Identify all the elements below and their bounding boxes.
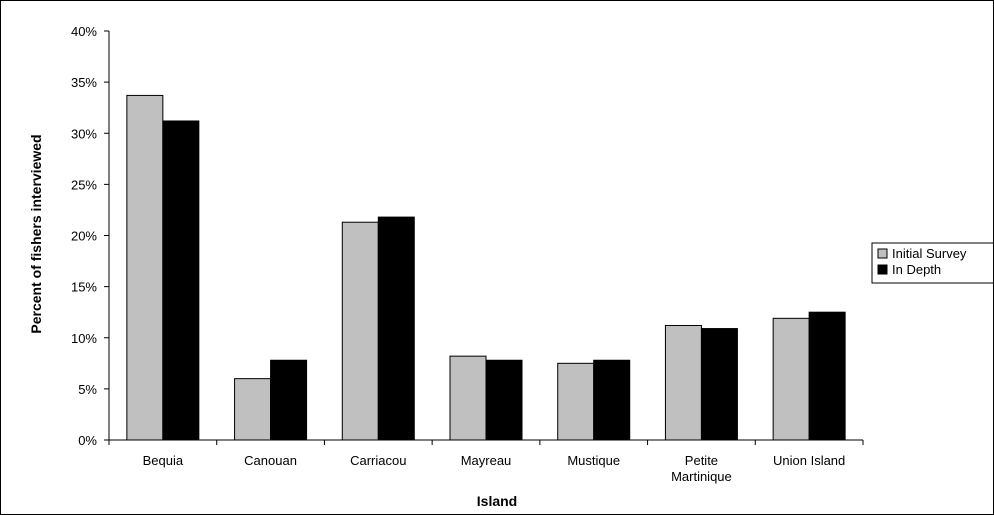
y-tick-label: 40% <box>71 24 97 39</box>
bar-initial-survey <box>234 378 272 441</box>
bar-in-depth <box>162 120 200 441</box>
x-tick-label: Martinique <box>671 469 732 484</box>
bar-in-depth <box>485 359 523 441</box>
bar-in-depth <box>593 359 631 441</box>
y-tick-label: 20% <box>71 229 97 244</box>
y-tick-label: 35% <box>71 75 97 90</box>
x-tick-label: Mayreau <box>461 453 512 468</box>
x-tick-label: Bequia <box>143 453 184 468</box>
x-axis-title: Island <box>477 493 517 509</box>
bar-initial-survey <box>449 355 487 441</box>
bars <box>126 94 846 441</box>
x-tick-label: Canouan <box>244 453 297 468</box>
x-tick-label: Mustique <box>567 453 620 468</box>
y-tick-label: 0% <box>78 433 97 448</box>
y-tick-label: 10% <box>71 331 97 346</box>
legend-box <box>871 242 993 284</box>
legend-swatch <box>877 248 888 259</box>
legend-swatch <box>877 264 888 275</box>
bar-initial-survey <box>126 94 164 441</box>
bar-in-depth <box>700 328 738 441</box>
y-tick-label: 15% <box>71 280 97 295</box>
bar-initial-survey <box>772 317 810 441</box>
bar-initial-survey <box>664 324 702 441</box>
legend-label: In Depth <box>892 262 941 277</box>
bar-in-depth <box>270 359 308 441</box>
bar-initial-survey <box>341 221 379 441</box>
x-tick-label: Union Island <box>773 453 845 468</box>
bar-in-depth <box>808 311 846 441</box>
x-tick-label: Carriacou <box>350 453 406 468</box>
bar-in-depth <box>377 216 415 441</box>
y-tick-label: 30% <box>71 126 97 141</box>
y-tick-label: 5% <box>78 382 97 397</box>
legend-label: Initial Survey <box>892 246 967 261</box>
x-tick-label: Petite <box>685 453 718 468</box>
y-axis-title: Percent of fishers interviewed <box>28 134 44 333</box>
y-tick-label: 25% <box>71 177 97 192</box>
bar-initial-survey <box>557 362 595 441</box>
axes: 0% 5% 10% 15% 20% 25% 30% 35% 40% Bequia Canouan Ca… <box>71 24 864 484</box>
